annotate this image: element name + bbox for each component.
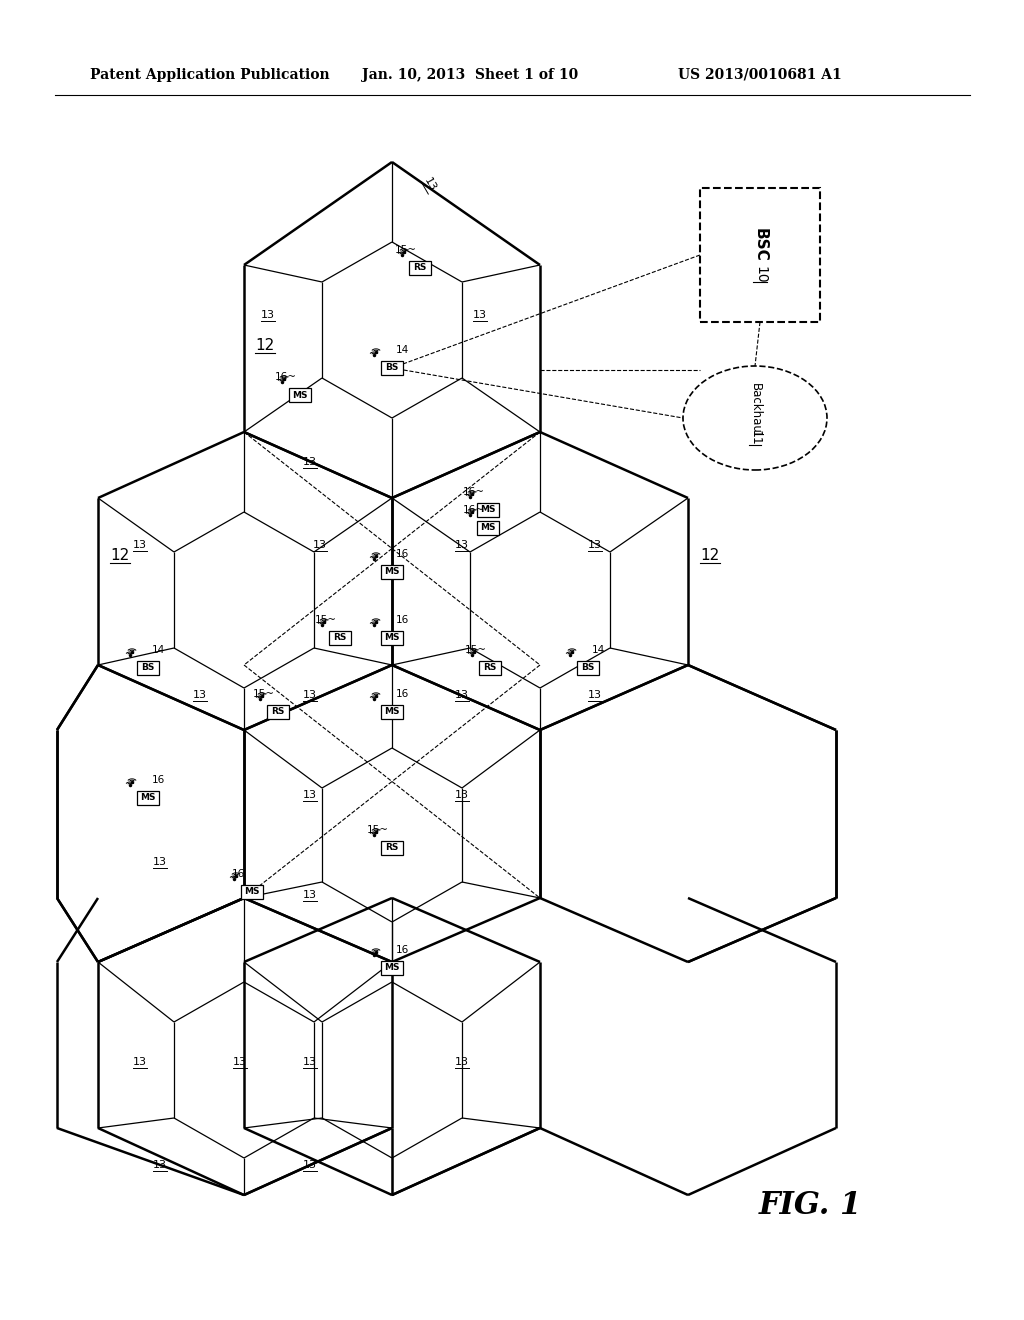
FancyBboxPatch shape — [137, 661, 159, 675]
FancyBboxPatch shape — [381, 705, 403, 719]
Text: 14: 14 — [152, 645, 165, 655]
Text: MS: MS — [384, 634, 399, 643]
FancyBboxPatch shape — [700, 187, 820, 322]
Text: 13: 13 — [313, 540, 327, 550]
Text: 12: 12 — [700, 548, 719, 562]
Text: 16~: 16~ — [463, 487, 485, 498]
Text: US 2013/0010681 A1: US 2013/0010681 A1 — [678, 69, 842, 82]
Text: 13: 13 — [303, 1057, 317, 1067]
Text: 12: 12 — [110, 548, 129, 562]
Text: MS: MS — [292, 391, 308, 400]
Text: 13: 13 — [193, 690, 207, 700]
Text: FIG. 1: FIG. 1 — [759, 1189, 861, 1221]
Text: 13: 13 — [233, 1057, 247, 1067]
Text: 14: 14 — [395, 345, 409, 355]
Text: 13: 13 — [455, 690, 469, 700]
Text: 13: 13 — [153, 857, 167, 867]
Text: 13: 13 — [455, 1057, 469, 1067]
FancyBboxPatch shape — [329, 631, 351, 645]
Text: 13: 13 — [303, 789, 317, 800]
Text: 15~: 15~ — [465, 645, 487, 655]
Text: Jan. 10, 2013  Sheet 1 of 10: Jan. 10, 2013 Sheet 1 of 10 — [362, 69, 579, 82]
FancyBboxPatch shape — [381, 360, 403, 375]
Text: Patent Application Publication: Patent Application Publication — [90, 69, 330, 82]
Text: BS: BS — [385, 363, 398, 372]
FancyBboxPatch shape — [289, 388, 311, 403]
Text: 13: 13 — [303, 457, 317, 467]
FancyBboxPatch shape — [477, 521, 499, 535]
Text: 13: 13 — [133, 1057, 147, 1067]
Ellipse shape — [683, 366, 827, 470]
Text: MS: MS — [480, 524, 496, 532]
Text: 13: 13 — [303, 890, 317, 900]
FancyBboxPatch shape — [477, 503, 499, 517]
Text: BSC: BSC — [753, 228, 768, 261]
Text: MS: MS — [384, 708, 399, 717]
FancyBboxPatch shape — [479, 661, 501, 675]
FancyBboxPatch shape — [241, 884, 263, 899]
FancyBboxPatch shape — [409, 261, 431, 275]
Text: MS: MS — [245, 887, 260, 896]
Text: RS: RS — [334, 634, 347, 643]
Text: 12: 12 — [255, 338, 274, 352]
Text: 13: 13 — [422, 177, 438, 194]
Text: 14: 14 — [592, 645, 604, 655]
FancyBboxPatch shape — [381, 841, 403, 855]
FancyBboxPatch shape — [137, 791, 159, 805]
Text: 16: 16 — [395, 615, 409, 624]
Text: 16: 16 — [395, 689, 409, 700]
Text: BS: BS — [582, 664, 595, 672]
FancyBboxPatch shape — [577, 661, 599, 675]
Text: 13: 13 — [473, 310, 487, 319]
Text: 13: 13 — [303, 1160, 317, 1170]
Text: 16~: 16~ — [275, 372, 297, 381]
Text: 11: 11 — [749, 430, 762, 446]
Text: Backhaul: Backhaul — [749, 383, 762, 437]
Text: RS: RS — [271, 708, 285, 717]
Text: RS: RS — [385, 843, 398, 853]
Text: 13: 13 — [303, 690, 317, 700]
Text: RS: RS — [483, 664, 497, 672]
Text: 15~: 15~ — [395, 246, 417, 255]
Text: MS: MS — [480, 506, 496, 515]
Text: MS: MS — [140, 793, 156, 803]
Text: RS: RS — [414, 264, 427, 272]
FancyBboxPatch shape — [381, 631, 403, 645]
Text: 13: 13 — [588, 540, 602, 550]
Text: 15~: 15~ — [315, 615, 337, 624]
FancyBboxPatch shape — [381, 565, 403, 579]
FancyBboxPatch shape — [267, 705, 289, 719]
Text: 13: 13 — [261, 310, 275, 319]
Text: 13: 13 — [455, 540, 469, 550]
Text: 16: 16 — [395, 945, 409, 954]
FancyBboxPatch shape — [381, 961, 403, 975]
Text: 10: 10 — [753, 267, 767, 284]
Text: 13: 13 — [455, 789, 469, 800]
Text: 16: 16 — [395, 549, 409, 558]
Text: 15~: 15~ — [367, 825, 389, 836]
Text: 15~: 15~ — [253, 689, 275, 700]
Text: 13: 13 — [133, 540, 147, 550]
Text: 13: 13 — [153, 1160, 167, 1170]
Text: MS: MS — [384, 568, 399, 577]
Text: 13: 13 — [588, 690, 602, 700]
Text: 16: 16 — [152, 775, 165, 785]
Text: MS: MS — [384, 964, 399, 973]
Text: 16~: 16~ — [463, 506, 485, 515]
Text: BS: BS — [141, 664, 155, 672]
Text: 16: 16 — [231, 869, 245, 879]
